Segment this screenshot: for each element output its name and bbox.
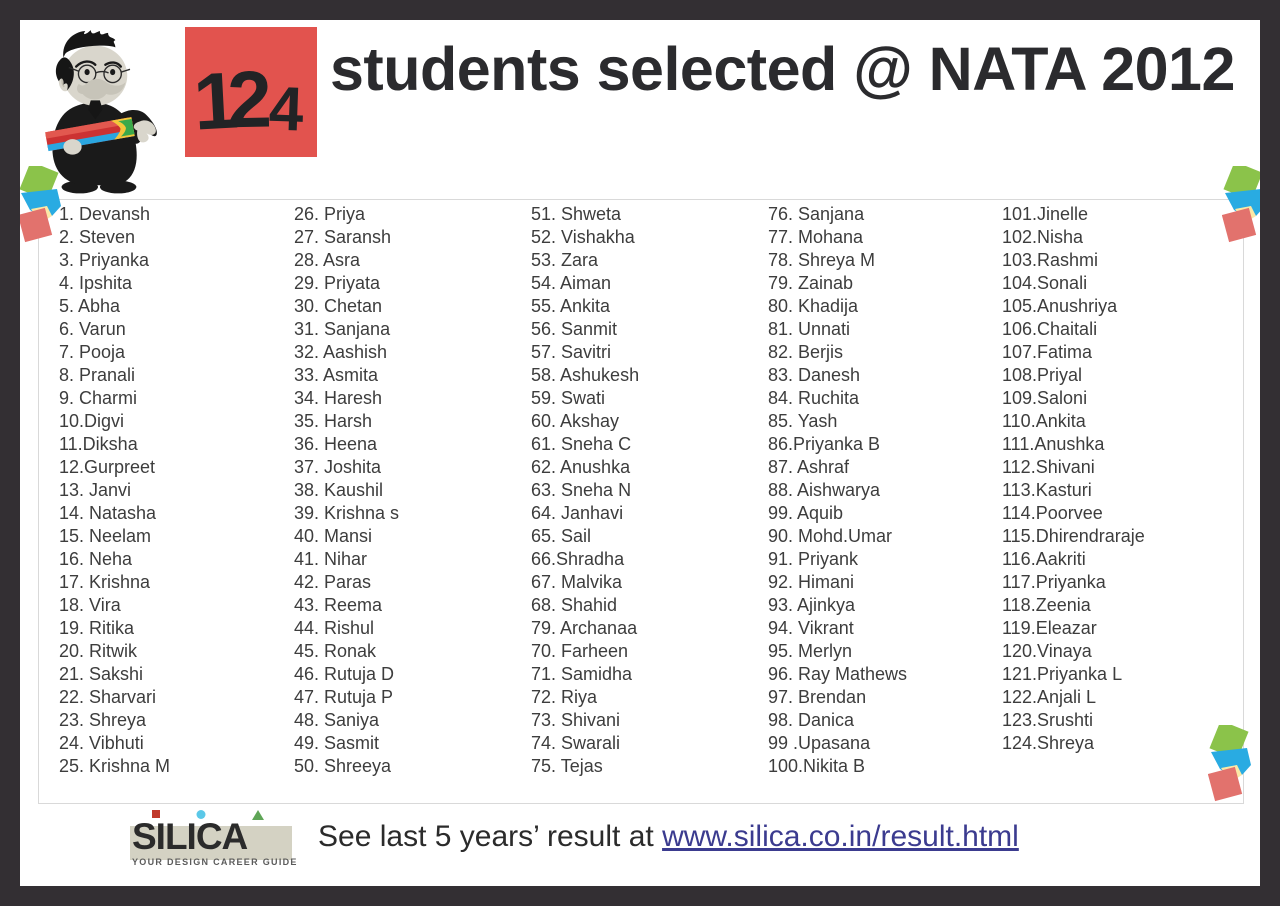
svg-text:SILICA: SILICA (132, 816, 248, 857)
svg-text:4: 4 (268, 74, 305, 144)
svg-text:2: 2 (226, 55, 272, 145)
